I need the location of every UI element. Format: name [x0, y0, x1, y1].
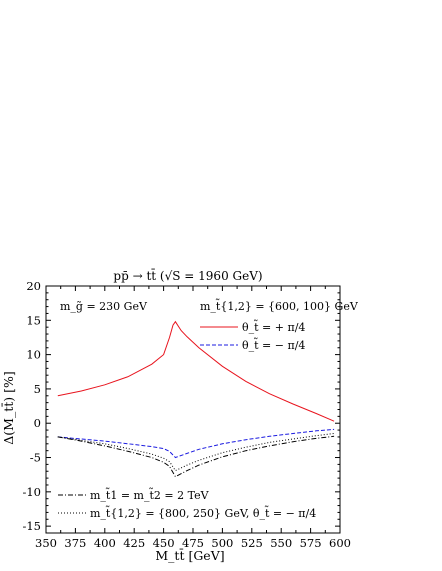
x-tick-label: 500 — [211, 536, 233, 550]
series-line-4 — [57, 433, 335, 472]
y-tick-label: 10 — [26, 348, 41, 362]
annotation-stop-masses-3: m_t̃{1,2} = {800, 250} GeV, θ_t̃ = − π/4 — [90, 506, 316, 520]
y-tick-label: -15 — [22, 519, 41, 533]
series-line-2 — [57, 428, 335, 459]
y-tick-label: -5 — [30, 451, 41, 465]
legend-label-2: θ_t̃ = − π/4 — [242, 338, 305, 352]
x-tick-label: 375 — [64, 536, 86, 550]
x-tick-label: 450 — [153, 536, 175, 550]
x-tick-label: 475 — [182, 536, 204, 550]
series-line-1 — [57, 320, 335, 422]
x-tick-label: 600 — [329, 536, 351, 550]
x-tick-label: 550 — [270, 536, 292, 550]
x-tick-label: 525 — [241, 536, 263, 550]
annotation-stop-masses-1: m_t̃{1,2} = {600, 100} GeV — [200, 299, 359, 313]
legend-label-1: θ_t̃ = + π/4 — [242, 320, 305, 334]
x-tick-label: 350 — [35, 536, 57, 550]
x-tick-label: 425 — [123, 536, 145, 550]
y-tick-label: 0 — [34, 416, 41, 430]
annotation-gluino-mass: m_g̃ = 230 GeV — [60, 300, 148, 313]
x-tick-label: 575 — [300, 536, 322, 550]
y-axis-label: Δ(M_tt̄) [%] — [0, 371, 16, 444]
y-tick-label: -10 — [22, 485, 41, 499]
series-line-3 — [57, 435, 335, 478]
chart-title: pp̄ → tt̄ (√S = 1960 GeV) — [113, 267, 262, 283]
y-tick-label: 15 — [26, 313, 41, 327]
y-tick-label: 20 — [26, 279, 41, 293]
annotation-stop-masses-2: m_t̃1 = m_t̃2 = 2 TeV — [90, 488, 210, 502]
x-tick-label: 400 — [94, 536, 116, 550]
x-axis-label: M_tt̄ [GeV] — [155, 547, 224, 563]
y-tick-label: 5 — [34, 382, 41, 396]
